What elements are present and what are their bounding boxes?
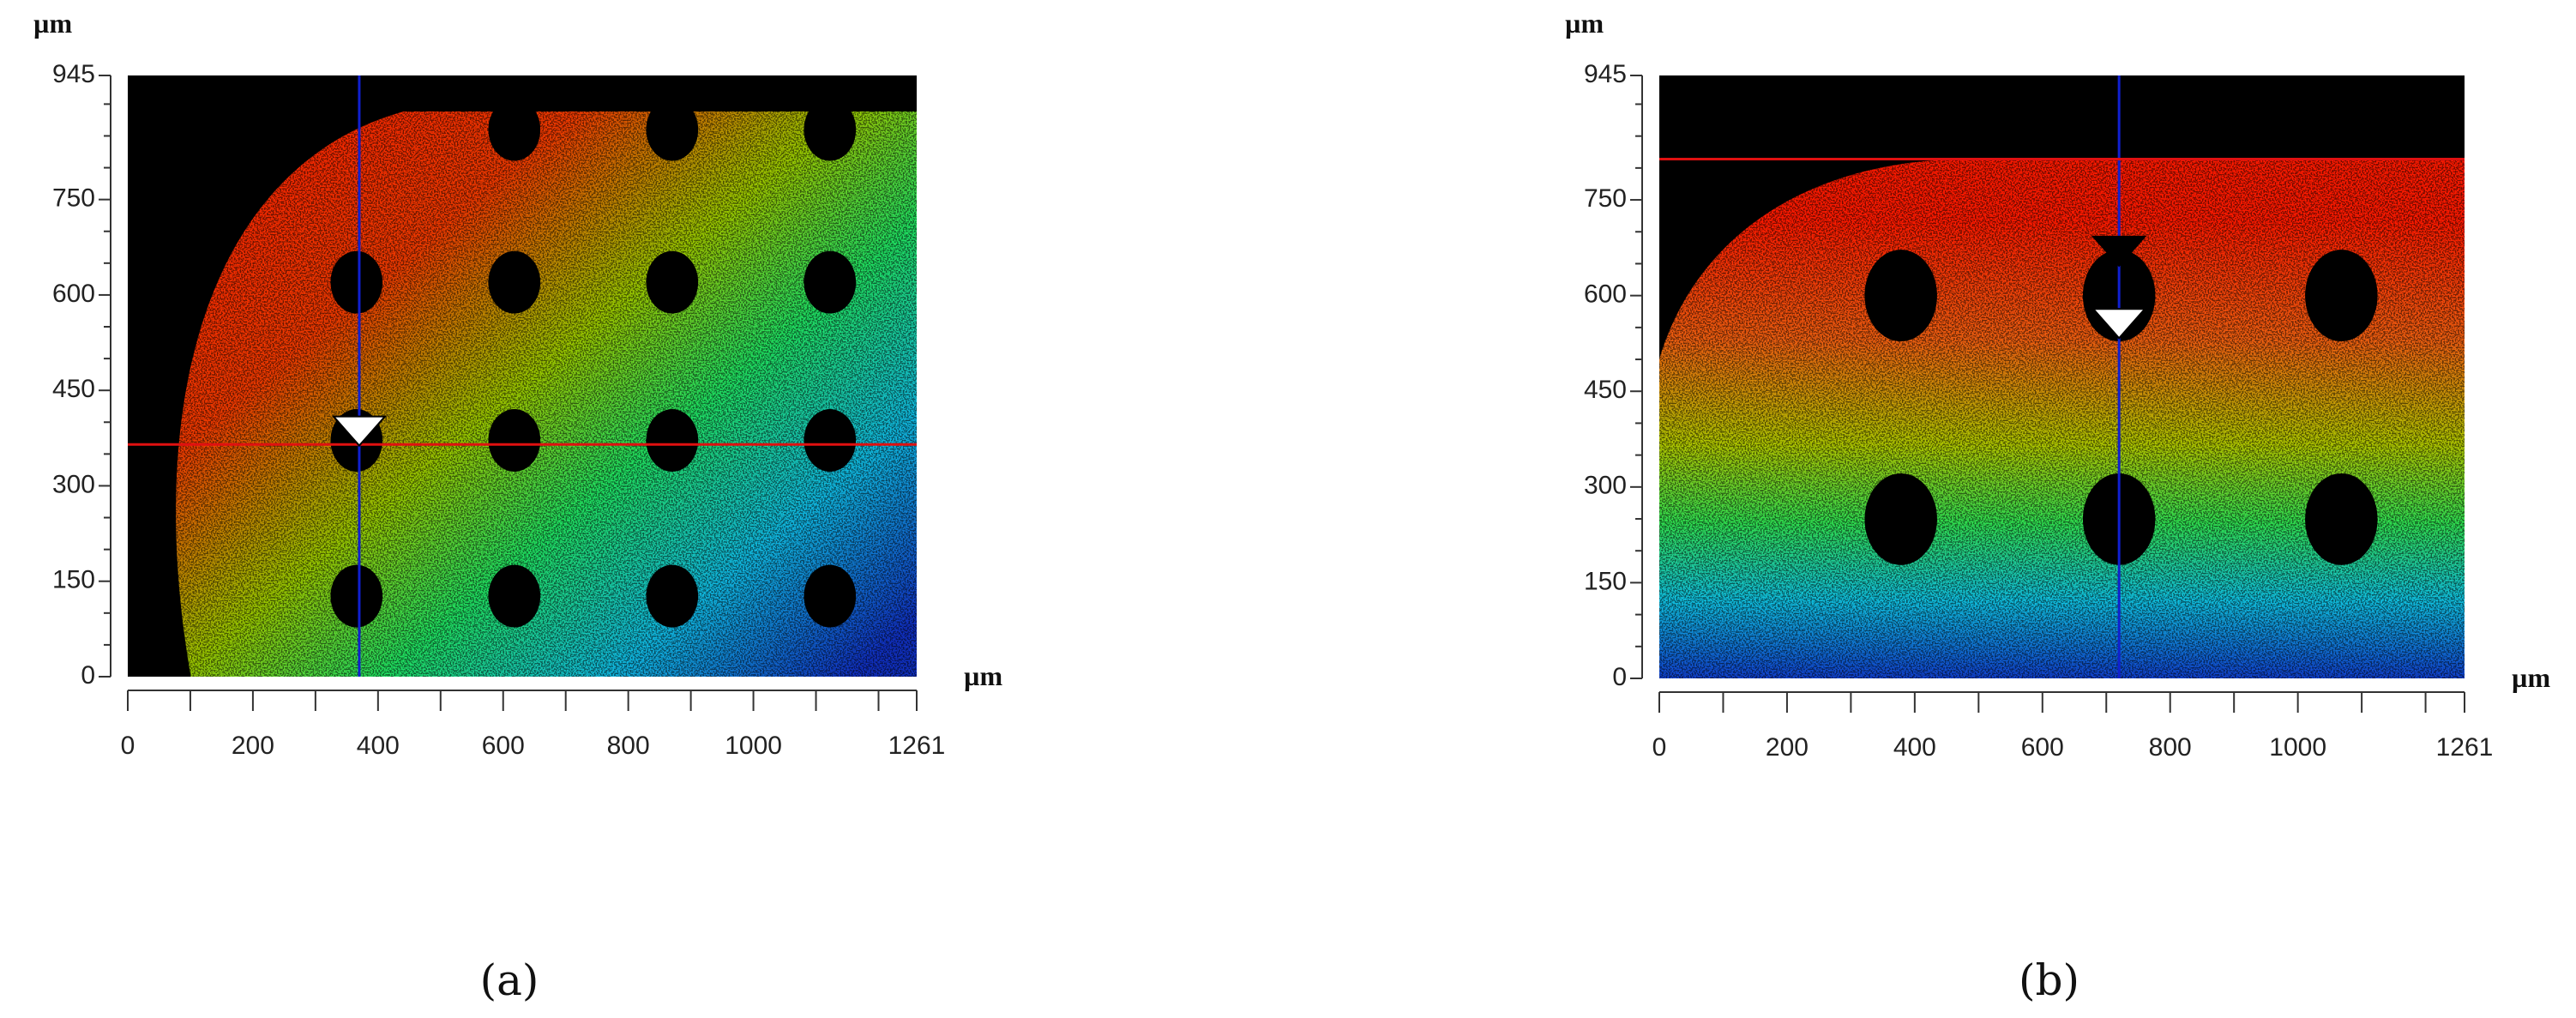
caption: (b)	[2019, 955, 2079, 1005]
y-tick-label: 600	[52, 280, 95, 308]
cursor-marker	[2091, 235, 2147, 268]
x-tick-label: 0	[1652, 733, 1667, 762]
y-tick-label: 0	[81, 661, 95, 690]
x-tick-label: 400	[357, 732, 400, 760]
x-tick-label: 1261	[2436, 733, 2494, 762]
x-axis-unit: µm	[2512, 662, 2550, 693]
y-tick-label: 945	[1584, 60, 1627, 88]
x-tick-label: 800	[607, 732, 650, 760]
x-tick-label: 800	[2149, 733, 2192, 762]
hole	[803, 98, 857, 161]
hole	[2305, 250, 2378, 342]
y-tick-label: 150	[1584, 567, 1627, 595]
panel: 0 150 300 450 600 750 945 0 200 400 600 800 1000 1261…	[33, 8, 1002, 1005]
hole	[330, 564, 383, 628]
y-tick-label: 300	[52, 470, 95, 498]
x-tick-label: 0	[121, 732, 135, 760]
x-tick-label: 1000	[725, 732, 782, 760]
hole	[803, 250, 857, 314]
panel: 0 150 300 450 600 750 945 0 200 400 600 800 1000 1261…	[1565, 8, 2550, 1005]
y-tick-label: 945	[52, 60, 95, 88]
cursor-marker	[2091, 308, 2147, 340]
hole	[330, 250, 383, 314]
x-tick-label: 200	[232, 732, 274, 760]
hole	[646, 564, 699, 628]
y-tick-label: 450	[1584, 376, 1627, 404]
hole	[803, 409, 857, 472]
y-tick-label: 600	[1584, 280, 1627, 309]
y-tick-label: 300	[1584, 472, 1627, 500]
x-tick-label: 1000	[2269, 733, 2326, 762]
hole	[646, 98, 699, 161]
y-tick-label: 0	[1612, 663, 1627, 691]
x-tick-label: 1261	[888, 732, 946, 760]
x-tick-label: 600	[2021, 733, 2064, 762]
y-tick-label: 450	[52, 375, 95, 403]
x-tick-label: 200	[1766, 733, 1809, 762]
hole	[488, 409, 541, 472]
hole	[646, 250, 699, 314]
hole	[646, 409, 699, 472]
y-axis-unit: µm	[1565, 8, 1604, 39]
y-tick-label: 750	[1584, 184, 1627, 213]
speckle	[1659, 159, 2465, 679]
hole	[803, 564, 857, 628]
x-tick-label: 600	[482, 732, 525, 760]
x-tick-label: 400	[1893, 733, 1936, 762]
y-axis-unit: µm	[33, 8, 72, 39]
x-axis-unit: µm	[964, 660, 1002, 691]
hole	[488, 98, 541, 161]
hole	[488, 250, 541, 314]
y-tick-label: 150	[52, 566, 95, 594]
cursor-marker	[331, 415, 388, 448]
caption: (a)	[480, 955, 539, 1005]
hole	[488, 564, 541, 628]
hole	[1864, 473, 1937, 565]
hole	[1864, 250, 1937, 342]
y-tick-label: 750	[52, 184, 95, 213]
hole	[2305, 473, 2378, 565]
